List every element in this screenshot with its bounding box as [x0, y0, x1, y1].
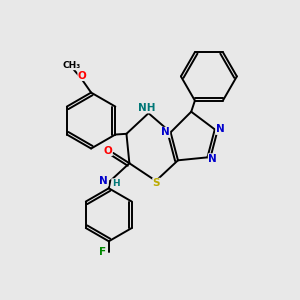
Text: N: N	[99, 176, 108, 186]
Text: O: O	[103, 146, 112, 156]
Text: S: S	[153, 178, 160, 188]
Text: CH₃: CH₃	[62, 61, 80, 70]
Text: N: N	[161, 127, 170, 137]
Text: NH: NH	[138, 103, 156, 113]
Text: O: O	[78, 70, 87, 80]
Text: F: F	[99, 247, 106, 256]
Text: N: N	[208, 154, 217, 164]
Text: N: N	[216, 124, 224, 134]
Text: H: H	[112, 179, 119, 188]
